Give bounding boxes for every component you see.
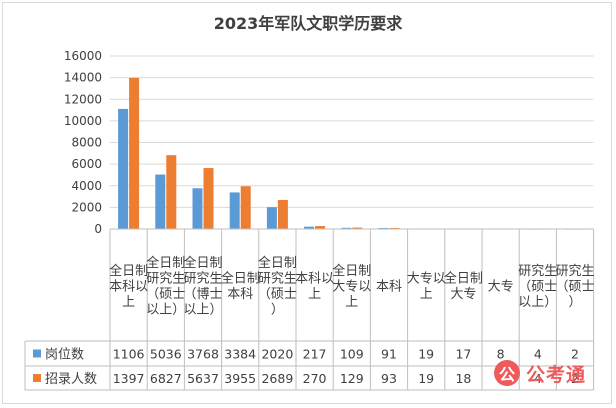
table-cell-value: 6827: [150, 371, 182, 386]
gridlines: [110, 55, 594, 230]
table-cell-value: 3384: [224, 347, 256, 362]
category-label: 全日制大专以上: [332, 263, 371, 310]
bar-招录人数: [240, 186, 251, 229]
category-label: 研究生（硕士以上）: [518, 264, 557, 310]
table-cell-value: 1106: [113, 347, 145, 362]
y-tick-label: 4000: [71, 179, 102, 193]
y-tick-label: 0: [94, 222, 102, 236]
table-cell-value: 270: [303, 371, 327, 386]
y-tick-label: 2000: [71, 200, 102, 214]
table-cell-value: 19: [418, 371, 434, 386]
bar-岗位数: [229, 192, 240, 229]
watermark-logo: 公 公考通: [494, 356, 610, 390]
table-cell-value: 129: [340, 371, 364, 386]
legend-label: 岗位数: [45, 348, 84, 363]
bar-招录人数: [203, 168, 214, 229]
bar-岗位数: [118, 108, 129, 229]
table-cell-value: 19: [418, 347, 434, 362]
category-label: 研究生（硕士）: [555, 264, 594, 310]
category-label: 全日制研究生（硕士）: [258, 255, 297, 318]
category-label: 全日制研究生（博士以上）: [183, 255, 222, 318]
table-cell-value: 2020: [261, 347, 293, 362]
category-label: 全日制本科: [221, 271, 260, 303]
y-tick-label: 10000: [64, 114, 102, 128]
table-cell-value: 8: [497, 347, 505, 362]
bar-招录人数: [315, 226, 326, 229]
table-cell-value: 109: [340, 347, 364, 362]
category-label: 本科: [376, 279, 402, 294]
bar-招录人数: [389, 227, 400, 229]
y-tick-label: 8000: [71, 136, 102, 150]
table-cell-value: 2: [571, 371, 579, 386]
bar-岗位数: [266, 207, 277, 229]
table-cell-value: 5036: [150, 347, 182, 362]
bar-招录人数: [166, 155, 177, 229]
watermark-text: 公考通: [526, 363, 587, 386]
bar-招录人数: [129, 77, 140, 229]
table-cell-value: 4: [534, 371, 542, 386]
y-tick-label: 16000: [64, 49, 102, 63]
table-cell-value: 93: [381, 371, 397, 386]
bars: [118, 77, 586, 230]
table-cell-value: 2: [571, 347, 579, 362]
table-cell-value: 1397: [113, 371, 145, 386]
bar-岗位数: [155, 174, 166, 229]
data-table: 全日制本科以上全日制研究生（硕士以上）全日制研究生（博士以上）全日制本科全日制研…: [24, 228, 595, 391]
legend-label: 招录人数: [45, 372, 97, 387]
y-tick-label: 12000: [64, 92, 102, 106]
table-cell-value: 91: [381, 347, 397, 362]
bar-招录人数: [277, 199, 288, 229]
table-cell-value: 4: [534, 347, 542, 362]
y-tick-label: 6000: [71, 157, 102, 171]
category-label: 全日制本科以上: [109, 263, 148, 310]
category-label: 全日制研究生（硕士以上）: [146, 255, 185, 318]
table-cell-value: 18: [455, 371, 471, 386]
category-label: 大专: [488, 279, 514, 294]
y-tick-label: 14000: [64, 71, 102, 85]
chart-title: 2023年军队文职学历要求: [213, 14, 403, 33]
legend-key-岗位数: [33, 349, 41, 358]
table-cell-value: 2689: [261, 371, 293, 386]
chart-frame: [2, 2, 612, 404]
watermark-badge-icon: 公: [494, 360, 520, 386]
category-label: 大专以上: [407, 272, 446, 303]
table-cell-value: 17: [455, 347, 471, 362]
table-cell-value: 5637: [187, 371, 219, 386]
table-cell-value: 3768: [187, 347, 219, 362]
bar-岗位数: [341, 227, 352, 229]
table-cell-value: 217: [303, 347, 327, 362]
legend-key-招录人数: [33, 374, 41, 382]
bar-招录人数: [352, 227, 363, 229]
table-cell-value: 3955: [224, 371, 256, 386]
bar-岗位数: [192, 188, 203, 229]
category-label: 本科以上: [295, 272, 334, 303]
y-axis-ticks: 0 2000 4000 6000 8000 10000 12000 14000 16000: [64, 49, 102, 236]
bar-岗位数: [304, 226, 315, 229]
category-label: 全日制大专: [444, 271, 483, 303]
